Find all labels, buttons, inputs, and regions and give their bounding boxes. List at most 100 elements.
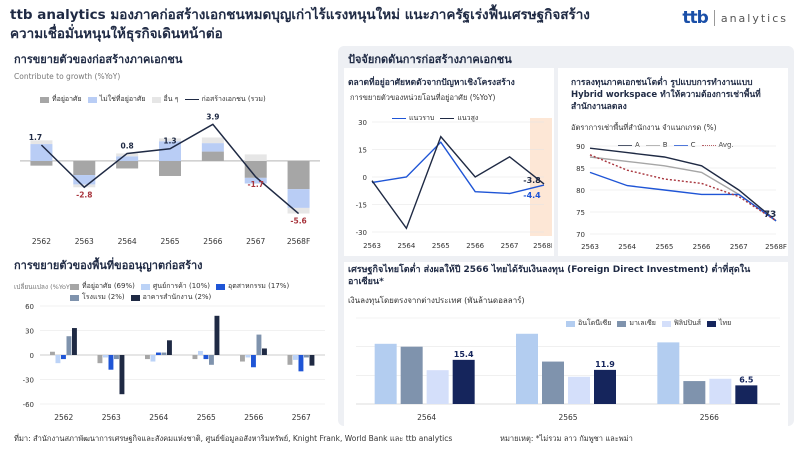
legend-item: ที่อยู่อาศัย xyxy=(40,94,82,105)
bar xyxy=(116,156,139,161)
legend-item: ศูนย์การค้า (10%) xyxy=(140,281,210,292)
legend-label: ที่อยู่อาศัย (69%) xyxy=(82,282,135,290)
legend-item: อุตสาหกรรม (17%) xyxy=(215,281,289,292)
bar xyxy=(298,355,304,372)
bar xyxy=(192,355,198,360)
x-tick-label: 2568F xyxy=(765,243,787,251)
bar xyxy=(209,355,214,365)
legend-swatch xyxy=(70,294,79,301)
data-label: 11.9 xyxy=(595,360,615,369)
legend-item: โรงแรม (2%) xyxy=(70,292,125,303)
bar xyxy=(150,355,156,362)
legend-label: แนวราบ xyxy=(409,114,435,122)
chart4-legend: A B C Avg. xyxy=(618,141,783,149)
bar xyxy=(304,355,309,358)
bar xyxy=(516,333,538,404)
x-tick-label: 2565 xyxy=(160,237,179,246)
legend-swatch xyxy=(618,144,632,146)
bar xyxy=(214,315,220,355)
legend-item: ไทย xyxy=(707,318,731,329)
bar xyxy=(251,355,256,368)
y-tick-label: 0 xyxy=(363,174,367,182)
legend-label: ก่อสร้างเอกชน (รวม) xyxy=(201,95,266,103)
x-tick-label: 2562 xyxy=(32,237,51,246)
x-tick-label: 2563 xyxy=(75,237,94,246)
x-tick-label: 2567 xyxy=(292,413,311,422)
bar xyxy=(116,160,139,169)
legend-swatch xyxy=(140,283,150,290)
chart3-legend: แนวราบ แนวสูง xyxy=(392,113,542,124)
bar xyxy=(287,355,293,365)
bar xyxy=(201,137,224,144)
x-tick-label: 2568F xyxy=(533,242,552,250)
bar xyxy=(244,177,267,184)
y-tick-label: 60 xyxy=(25,303,34,311)
chart2-ylabel: เปลี่ยนแปลง (%YoY) xyxy=(14,283,73,291)
legend-label: โรงแรม (2%) xyxy=(82,293,125,301)
chart5-subtitle: เงินลงทุนโดยตรงจากต่างประเทศ (พันล้านดอล… xyxy=(348,296,525,305)
bar xyxy=(72,328,77,355)
section-title-private-construction: การขยายตัวของก่อสร้างภาคเอกชน xyxy=(14,53,183,66)
x-tick-label: 2565 xyxy=(558,413,577,422)
note-footnote: หมายเหตุ: *ไม่รวม ลาว กัมพูชา และพม่า xyxy=(500,434,633,443)
chart-permit-area: -60 -30 0 30 60 2562 2563 2564 2565 2566 2567 xyxy=(23,303,325,422)
legend-item: ไม่ใช่ที่อยู่อาศัย xyxy=(87,94,146,105)
legend-swatch xyxy=(617,320,627,327)
legend-swatch xyxy=(87,96,97,103)
legend-item: อาคารสำนักงาน (2%) xyxy=(130,292,211,303)
legend-label: A xyxy=(635,141,640,149)
y-tick-label: 15 xyxy=(358,147,367,155)
chart3-title: ตลาดที่อยู่อาศัยหดตัวจากปัญหาเชิงโครงสร้… xyxy=(348,78,515,88)
series-line xyxy=(589,147,777,222)
bar xyxy=(309,355,315,366)
legend-label: ที่อยู่อาศัย xyxy=(52,95,82,103)
logo-word: analytics xyxy=(720,11,788,25)
bar xyxy=(156,352,161,355)
legend-label: B xyxy=(662,141,668,149)
x-tick-label: 2566 xyxy=(244,413,263,422)
series-line xyxy=(589,156,777,222)
bar xyxy=(103,355,108,358)
chart1-legend: ที่อยู่อาศัย ไม่ใช่ที่อยู่อาศัย อื่น ๆ ก่อส… xyxy=(40,94,340,105)
y-tick-label: -30 xyxy=(23,377,34,385)
bar xyxy=(244,160,267,178)
data-label: 73 xyxy=(764,210,777,220)
bar xyxy=(203,355,209,360)
legend-swatch xyxy=(701,144,716,146)
legend-swatch xyxy=(707,320,717,327)
bar xyxy=(119,355,125,395)
bar xyxy=(159,138,181,142)
data-label: -1.7 xyxy=(248,180,264,189)
y-tick-label: 30 xyxy=(25,328,34,336)
x-tick-label: 2567 xyxy=(246,237,265,246)
x-tick-label: 2563 xyxy=(102,413,121,422)
bar xyxy=(293,355,298,360)
bar xyxy=(108,355,114,370)
y-tick-label: -60 xyxy=(23,401,34,409)
bar xyxy=(61,355,66,360)
x-tick-label: 2564 xyxy=(618,243,636,251)
x-tick-label: 2563 xyxy=(363,242,381,250)
legend-swatch xyxy=(661,320,671,327)
series-line xyxy=(589,154,777,222)
bar xyxy=(452,359,475,404)
bar xyxy=(201,143,224,152)
x-tick-label: 2565 xyxy=(197,413,216,422)
legend-label: อื่น ๆ xyxy=(163,95,179,103)
office-card xyxy=(558,68,788,256)
x-tick-label: 2567 xyxy=(730,243,748,251)
chart-fdi: 15.4 2564 11.9 2565 6.5 2566 xyxy=(356,317,780,422)
x-tick-label: 2566 xyxy=(466,242,484,250)
bar xyxy=(683,381,706,404)
chart4-subtitle: อัตราการเช่าพื้นที่สำนักงาน จำแนกเกรด (%… xyxy=(571,123,717,132)
bar xyxy=(114,355,119,360)
legend-label: Avg. xyxy=(718,141,734,149)
legend-label: อินโดนีเซีย xyxy=(578,319,612,327)
bar xyxy=(262,348,267,355)
legend-label: ศูนย์การค้า (10%) xyxy=(152,282,210,290)
legend-label: C xyxy=(690,141,696,149)
section-title-permit-area: การขยายตัวของพื้นที่ขออนุญาตก่อสร้าง xyxy=(14,259,203,272)
legend-label: มาเลเซีย xyxy=(629,319,656,327)
y-tick-label: 75 xyxy=(576,209,585,217)
legend-label: ฟิลิปปินส์ xyxy=(673,319,702,327)
